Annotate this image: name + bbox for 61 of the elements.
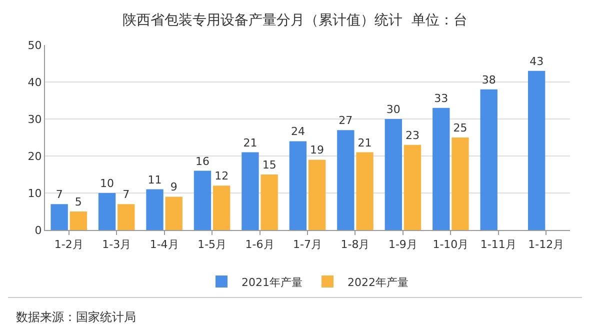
- bar: [165, 196, 182, 230]
- y-tick-label: 50: [28, 38, 42, 52]
- bar: [452, 138, 469, 230]
- data-label: 12: [214, 170, 229, 183]
- data-label: 33: [434, 92, 448, 105]
- y-tick-label: 0: [34, 224, 42, 237]
- bar: [308, 160, 326, 230]
- data-label: 16: [196, 154, 210, 168]
- legend-label: 2021年产量: [242, 276, 302, 289]
- bar: [404, 144, 422, 230]
- data-label: 21: [243, 136, 258, 150]
- data-label: 23: [406, 128, 420, 142]
- bar: [528, 70, 546, 230]
- bar: [480, 89, 498, 230]
- bar: [118, 204, 135, 230]
- data-label: 19: [310, 144, 324, 157]
- data-label: 11: [148, 173, 162, 186]
- bar: [98, 193, 116, 230]
- bar: [146, 189, 164, 230]
- data-label: 10: [100, 177, 114, 190]
- bar: [356, 152, 374, 230]
- x-tick-label: 1-7月: [293, 238, 322, 252]
- bar: [289, 141, 307, 230]
- data-label: 21: [358, 136, 372, 150]
- y-tick-label: 20: [28, 150, 42, 163]
- x-tick-label: 1-6月: [245, 238, 274, 252]
- x-tick-label: 1-8月: [340, 238, 370, 252]
- source-note: 数据来源：国家统计局: [16, 310, 136, 324]
- data-label: 25: [453, 122, 468, 134]
- bar: [242, 152, 259, 230]
- data-label: 24: [290, 125, 305, 138]
- x-tick-label: 1-3月: [102, 238, 132, 252]
- bar: [194, 170, 212, 230]
- data-label: 30: [386, 103, 400, 116]
- chart-title: 陕西省包装专用设备产量分月（累计值）统计 单位：台: [122, 12, 468, 29]
- bar: [213, 186, 230, 230]
- bar: [337, 130, 354, 230]
- bar: [70, 212, 87, 230]
- y-tick-label: 10: [28, 186, 42, 200]
- data-label: 5: [74, 196, 82, 208]
- bar: [50, 204, 68, 230]
- x-tick-label: 1-4月: [150, 238, 179, 252]
- x-tick-label: 1-5月: [198, 238, 227, 252]
- bar: [384, 119, 402, 230]
- data-label: 15: [262, 158, 276, 172]
- data-label: 38: [482, 73, 496, 86]
- data-label: 9: [170, 180, 178, 194]
- x-tick-label: 1-2月: [54, 238, 84, 252]
- y-tick-label: 30: [28, 112, 42, 126]
- bar: [432, 108, 450, 230]
- data-label: 7: [56, 188, 63, 202]
- x-tick-label: 1-12月: [528, 238, 564, 252]
- data-label: 27: [338, 114, 353, 128]
- x-tick-label: 1-11月: [480, 238, 516, 252]
- bar: [260, 174, 278, 230]
- x-tick-label: 1-10月: [432, 238, 469, 252]
- data-label: 7: [122, 188, 130, 202]
- legend-label: 2022年产量: [348, 276, 408, 289]
- y-tick-label: 40: [28, 76, 42, 89]
- x-tick-label: 1-9月: [388, 238, 418, 252]
- data-label: 43: [530, 54, 544, 68]
